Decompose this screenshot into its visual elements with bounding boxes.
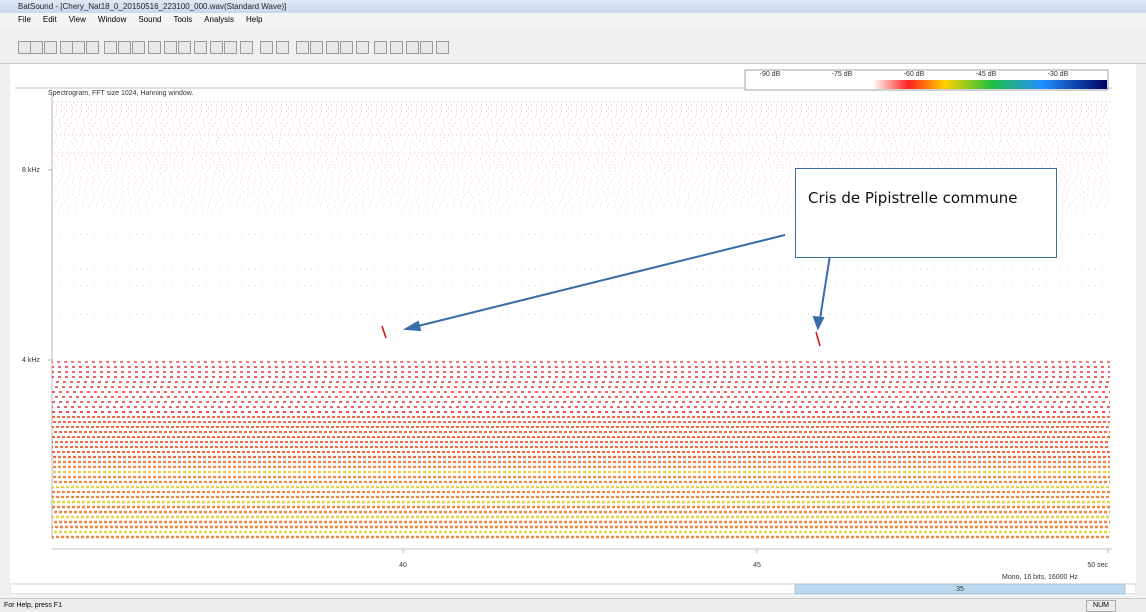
spectrogram-view: Spectrogram, FFT size 1024, Hanning wind…	[10, 64, 1136, 596]
toolbar-button[interactable]	[178, 41, 191, 54]
toolbar-button[interactable]	[340, 41, 353, 54]
toolbar-button[interactable]	[260, 41, 273, 54]
toolbar-button[interactable]	[118, 41, 131, 54]
menu-item[interactable]: Edit	[42, 15, 57, 24]
toolbar-button[interactable]	[356, 41, 369, 54]
colorbar-label: -90 dB	[760, 71, 781, 78]
colorbar-label: -30 dB	[1048, 71, 1069, 78]
toolbar-button[interactable]	[104, 41, 117, 54]
scroll-position: 35	[956, 586, 964, 593]
bat-call	[381, 325, 387, 339]
toolbar-button[interactable]	[436, 41, 449, 54]
toolbar-button[interactable]	[420, 41, 433, 54]
toolbar-button[interactable]	[132, 41, 145, 54]
x-tick-label: 45	[753, 562, 761, 569]
menu-item[interactable]: Tools	[173, 15, 193, 24]
toolbar-button[interactable]	[390, 41, 403, 54]
menu-bar: File Edit View Window Sound Tools Analysis Help	[0, 13, 1146, 27]
toolbar-button[interactable]	[406, 41, 419, 54]
menu-item[interactable]: View	[68, 15, 86, 24]
arrow	[819, 254, 831, 320]
toolbar-button[interactable]	[240, 41, 253, 54]
colorbar-label: -45 dB	[976, 71, 997, 78]
menu-item[interactable]: File	[18, 15, 31, 24]
colorbar	[746, 80, 1107, 89]
x-tick-label: 50 sec	[1087, 562, 1108, 569]
toolbar-button[interactable]	[194, 41, 207, 54]
toolbar-button[interactable]	[72, 41, 85, 54]
toolbar-button[interactable]	[326, 41, 339, 54]
annotation-box: Cris de Pipistrelle commune	[795, 168, 1057, 258]
y-tick-label: 8 kHz	[22, 167, 40, 174]
toolbar-button[interactable]	[164, 41, 177, 54]
toolbar-button[interactable]	[148, 41, 161, 54]
y-tick-label: 4 kHz	[22, 357, 40, 364]
menu-item[interactable]: Analysis	[204, 15, 234, 24]
menu-item[interactable]: Sound	[138, 15, 162, 24]
spectrogram-data	[52, 101, 1110, 539]
menu-item[interactable]: Help	[245, 15, 263, 24]
toolbar-button[interactable]	[210, 41, 223, 54]
colorbar-label: -75 dB	[832, 71, 853, 78]
toolbar-button[interactable]	[44, 41, 57, 54]
toolbar-button[interactable]	[296, 41, 309, 54]
toolbar-button[interactable]	[276, 41, 289, 54]
annotation-text: Cris de Pipistrelle commune	[808, 189, 1018, 207]
x-tick-label: 40	[399, 562, 407, 569]
arrow	[413, 234, 786, 328]
format-label: Mono, 16 bits, 16000 Hz	[1002, 574, 1078, 581]
toolbar-button[interactable]	[30, 41, 43, 54]
help-text: For Help, press F1	[4, 602, 62, 609]
toolbar-button[interactable]	[86, 41, 99, 54]
status-bar: For Help, press F1 NUM	[0, 598, 1146, 612]
caption: Spectrogram, FFT size 1024, Hanning wind…	[48, 90, 193, 97]
colorbar-label: -60 dB	[904, 71, 925, 78]
annotation-arrows	[402, 234, 831, 332]
toolbar-button[interactable]	[374, 41, 387, 54]
toolbar-button[interactable]	[310, 41, 323, 54]
scrollbar[interactable]	[10, 583, 1136, 595]
bat-call	[815, 331, 821, 347]
title-bar: BatSound - [Chery_Nat18_0_20150516_22310…	[0, 0, 1146, 13]
num-indicator: NUM	[1086, 600, 1116, 612]
toolbar-button[interactable]	[224, 41, 237, 54]
menu-item[interactable]: Window	[97, 15, 127, 24]
arrowhead	[812, 315, 825, 331]
toolbar	[0, 27, 1146, 64]
arrowhead	[402, 320, 422, 332]
window-title: BatSound - [Chery_Nat18_0_20150516_22310…	[18, 2, 287, 11]
